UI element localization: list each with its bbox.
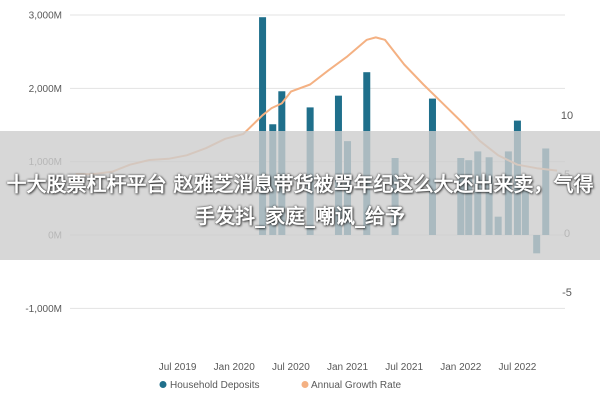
x-axis-tick-label: Jul 2021	[385, 362, 423, 373]
deposit-bar	[259, 17, 267, 236]
right-axis-tick-label: -5	[562, 287, 572, 299]
x-axis-tick-label: Jan 2020	[214, 362, 256, 373]
legend-marker	[159, 381, 167, 388]
x-axis-tick-label: Jul 2019	[159, 362, 197, 373]
legend-marker	[301, 381, 309, 388]
left-axis-tick-label: -1,000M	[25, 304, 62, 315]
headline-banner: 十大股票杠杆平台 赵雅芝消息带货被骂年纪这么大还出来卖，气得手发抖_家庭_嘲讽_…	[0, 131, 600, 260]
x-axis-ticks: Jul 2019 Jan 2020 Jul 2020 Jan 2021 Jul 2021…	[159, 362, 537, 373]
headline-text: 十大股票杠杆平台 赵雅芝消息带货被骂年纪这么大还出来卖，气得手发抖_家庭_嘲讽_…	[6, 172, 594, 228]
x-axis-tick-label: Jul 2022	[499, 362, 537, 373]
legend-label: Annual Growth Rate	[311, 380, 401, 391]
left-axis-tick-label: 2,000M	[29, 84, 62, 95]
left-axis-tick-label: 3,000M	[29, 11, 62, 22]
legend-label: Household Deposits	[170, 380, 260, 391]
x-axis-tick-label: Jul 2020	[272, 362, 310, 373]
right-axis-tick-label: 10	[561, 110, 573, 122]
x-axis-tick-label: Jan 2022	[440, 362, 482, 373]
x-axis-tick-label: Jan 2021	[327, 362, 369, 373]
legend: Household Deposits Annual Growth Rate	[159, 380, 401, 391]
